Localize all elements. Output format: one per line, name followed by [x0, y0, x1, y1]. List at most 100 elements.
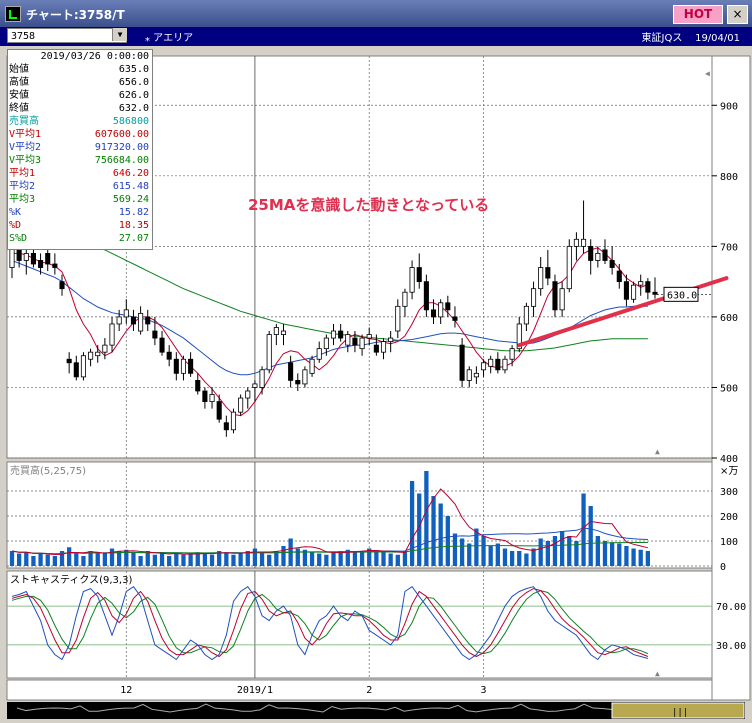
price-tick-label: 500 — [720, 383, 738, 394]
info-row-label: 高値 — [9, 77, 29, 88]
volume-bar — [374, 551, 379, 566]
volume-tick-label: 300 — [720, 487, 738, 498]
volume-bar — [338, 551, 343, 566]
candle-body — [395, 305, 401, 332]
stoch-pane-label: ストキャスティクス(9,3,3) — [10, 574, 132, 586]
area-button[interactable]: ⁎ アエリア — [145, 33, 194, 44]
volume-tick-label: 0 — [720, 562, 726, 573]
candle-body — [173, 358, 179, 374]
volume-bar — [152, 554, 158, 566]
price-tick-label: 600 — [720, 313, 738, 324]
info-row-value: 656.0 — [118, 77, 149, 88]
volume-bar — [102, 552, 108, 566]
candle-body — [80, 355, 86, 378]
price-tick-label: 700 — [720, 242, 738, 253]
volume-bar — [602, 541, 608, 566]
volume-bar — [559, 531, 565, 566]
volume-bar — [317, 553, 322, 566]
candle-body — [216, 401, 222, 420]
candle-body — [552, 281, 558, 311]
volume-bar — [631, 548, 636, 566]
volume-bar — [588, 506, 593, 566]
volume-bar — [245, 551, 250, 566]
candle-body — [652, 291, 658, 295]
volume-bar — [138, 556, 143, 566]
candle-body — [480, 362, 487, 371]
info-row: 始値 635.0 — [8, 63, 152, 76]
symbol-select[interactable]: 3758 — [7, 28, 127, 43]
symbol-value: 3758 — [11, 31, 36, 42]
candle-body — [423, 281, 429, 311]
price-tick-label: 800 — [720, 172, 738, 183]
annotation-text: 25MAを意識した動きとなっている — [248, 196, 489, 214]
candle-body — [502, 358, 508, 371]
y-axis-panel — [711, 55, 751, 701]
volume-bar — [581, 493, 586, 566]
volume-bar — [238, 553, 243, 566]
candle-body — [380, 341, 387, 353]
volume-bar — [195, 552, 200, 566]
volume-tick-label: 200 — [720, 512, 738, 523]
candle-body — [209, 394, 215, 402]
stoch-k-line — [11, 586, 649, 661]
volume-bar — [395, 554, 400, 566]
overview-sparkline — [16, 703, 639, 713]
info-row: V平均3 756684.00 — [8, 154, 152, 167]
volume-bar — [38, 553, 43, 566]
candle-body — [459, 344, 465, 381]
candle-body — [295, 379, 301, 385]
volume-bar — [495, 543, 500, 566]
candle-body — [366, 334, 372, 339]
info-row: S%D 27.07 — [8, 232, 152, 245]
close-button[interactable]: × — [727, 5, 748, 24]
candle-body — [531, 288, 537, 307]
info-row-label: 平均2 — [9, 181, 36, 192]
candle-body — [73, 362, 79, 378]
info-row-value: 917320.00 — [94, 142, 149, 153]
volume-bar — [181, 554, 186, 566]
info-row-value: 607600.00 — [94, 129, 149, 140]
x-tick-label: 12 — [120, 685, 132, 696]
candle-body — [609, 260, 615, 268]
volume-bar — [9, 551, 15, 566]
chevron-down-icon[interactable]: ▼ — [112, 28, 127, 41]
volume-bar — [59, 551, 65, 566]
volume-bar — [267, 554, 272, 566]
volume-bar — [224, 552, 229, 566]
candle-body — [602, 249, 608, 261]
candle-body — [95, 351, 101, 357]
candle-body — [66, 358, 72, 364]
volume-bar — [488, 546, 493, 566]
volume-bar — [474, 528, 479, 566]
candle-body — [416, 267, 422, 283]
hot-button[interactable]: HOT — [673, 5, 723, 24]
candle-body — [223, 422, 229, 431]
candle-body — [130, 316, 136, 325]
toolbar: 3758 ▼ ⁎ アエリア 東証JQス 19/04/01 — [0, 27, 752, 46]
info-row-value: 626.0 — [118, 90, 149, 101]
candle-body — [116, 316, 122, 325]
volume-bar — [31, 556, 36, 566]
overview-scrollbar — [7, 702, 745, 719]
candle-body — [573, 238, 579, 247]
info-row-label: 平均3 — [9, 194, 36, 205]
chart-area[interactable]: 900 800 700 600 500 400 12 2019/1 2 3 25MAを意識した動きと… — [0, 46, 752, 723]
candle-body — [252, 383, 258, 388]
scroll-grip-icon: ||| — [672, 708, 688, 718]
volume-pane-label: 売買高(5,25,75) — [10, 464, 86, 477]
volume-bar — [274, 551, 279, 566]
title-bar[interactable]: チャート:3758/T HOT × — [0, 0, 752, 27]
volume-bar — [17, 553, 22, 566]
volume-bar — [167, 556, 172, 566]
candle-body — [109, 323, 115, 346]
candle-body — [452, 316, 458, 321]
volume-bar — [252, 548, 258, 566]
volume-bar — [531, 548, 536, 566]
candle-body — [509, 348, 515, 360]
volume-bar — [174, 553, 179, 566]
volume-bar — [645, 551, 650, 566]
volume-tick-label: 100 — [720, 537, 738, 548]
candle-body — [123, 309, 129, 318]
info-row-value: 18.35 — [118, 220, 149, 231]
